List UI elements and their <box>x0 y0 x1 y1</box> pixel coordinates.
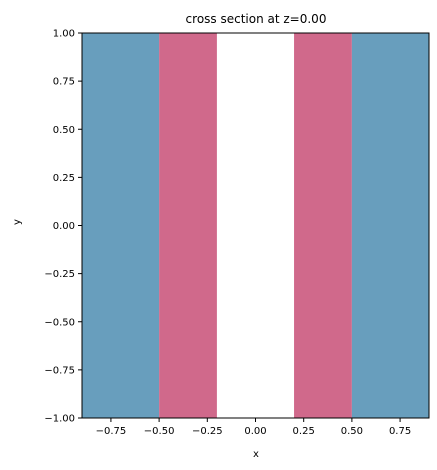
region-band-2 <box>216 33 295 418</box>
region-band-4 <box>351 33 429 418</box>
region-band-1 <box>159 33 217 418</box>
y-tick-label: 0.75 <box>53 77 75 88</box>
y-tick-label: 1.00 <box>53 29 75 40</box>
region-band-0 <box>82 33 160 418</box>
chart-title: cross section at z=0.00 <box>186 12 327 26</box>
x-tick-label: −0.25 <box>192 426 223 437</box>
y-tick-label: −1.00 <box>44 414 75 425</box>
x-tick-label: 0.50 <box>341 426 363 437</box>
y-tick-label: 0.25 <box>53 173 75 184</box>
x-axis-ticks: −0.75 −0.50 −0.25 0.00 0.25 0.50 0.75 <box>96 418 411 437</box>
x-tick-label: 0.75 <box>389 426 411 437</box>
y-tick-label: −0.50 <box>44 317 75 328</box>
y-tick-label: 0.00 <box>53 221 75 232</box>
region-band-3 <box>294 33 352 418</box>
x-tick-label: 0.00 <box>244 426 266 437</box>
plot-frame <box>81 32 430 419</box>
y-axis-ticks: −1.00 −0.75 −0.50 −0.25 0.00 0.25 0.50 0.75 1.00 <box>44 29 82 425</box>
x-tick-label: −0.75 <box>96 426 127 437</box>
y-tick-label: −0.75 <box>44 365 75 376</box>
x-tick-label: −0.50 <box>144 426 175 437</box>
x-tick-label: 0.25 <box>293 426 315 437</box>
region-group <box>82 33 429 418</box>
y-axis-label: y <box>12 219 23 225</box>
y-tick-label: 0.50 <box>53 125 75 136</box>
x-axis-label: x <box>253 449 259 460</box>
y-tick-label: −0.25 <box>44 269 75 280</box>
